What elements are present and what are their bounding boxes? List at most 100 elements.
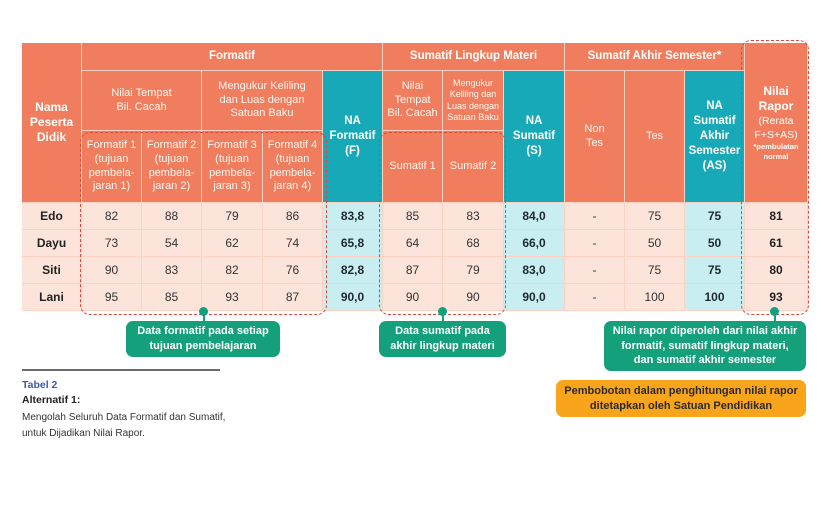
header-na-sas: NA Sumatif Akhir Semester (AS) bbox=[685, 71, 745, 203]
header-formatif-1: Formatif 1 (tujuan pembela-jaran 1) bbox=[82, 131, 142, 203]
cell-f4: 74 bbox=[263, 230, 323, 257]
nilai-rapor-label: Nilai Rapor bbox=[758, 83, 794, 114]
grade-table: Nama Peserta Didik Formatif Sumatif Ling… bbox=[22, 43, 808, 311]
cell-nontes: - bbox=[565, 284, 625, 311]
header-formatif-4: Formatif 4 (tujuan pembela-jaran 4) bbox=[263, 131, 323, 203]
header-mengukur: Mengukur Keliling dan Luas dengan Satuan… bbox=[202, 71, 323, 131]
cell-rapor: 80 bbox=[745, 257, 808, 284]
cell-naf: 65,8 bbox=[323, 230, 383, 257]
cell-name: Lani bbox=[22, 284, 82, 311]
sum-nilai-tempat-label: Nilai Tempat Bil. Cacah bbox=[387, 79, 438, 120]
pembobotan-callout-text: Pembobotan dalam penghitungan nilai rapo… bbox=[564, 384, 798, 412]
sumatif-callout-text: Data sumatif pada akhir lingkup materi bbox=[390, 325, 495, 352]
rapor-callout: Nilai rapor diperoleh dari nilai akhir f… bbox=[604, 321, 806, 371]
na-formatif-label: NA Formatif (F) bbox=[329, 115, 376, 157]
pembulatan-note: *pembulatan normal bbox=[753, 142, 799, 161]
header-nilai-rapor: Nilai Rapor (Rerata F+S+AS) *pembulatan … bbox=[745, 43, 808, 203]
cell-f2: 88 bbox=[142, 203, 202, 230]
header-nilai-tempat: Nilai Tempat Bil. Cacah bbox=[82, 71, 202, 131]
cell-f2: 83 bbox=[142, 257, 202, 284]
cell-f4: 86 bbox=[263, 203, 323, 230]
sumatif-2-label: Sumatif 2 bbox=[449, 159, 497, 172]
sumatif-connector-dot bbox=[438, 307, 447, 316]
cell-f1: 82 bbox=[82, 203, 142, 230]
formatif-3-label: Formatif 3 (tujuan pembela-jaran 3) bbox=[207, 139, 257, 193]
sumatif-callout: Data sumatif pada akhir lingkup materi bbox=[379, 321, 506, 357]
formatif-1-label: Formatif 1 (tujuan pembela-jaran 1) bbox=[86, 139, 137, 193]
header-sumatif-akhir: Sumatif Akhir Semester* bbox=[565, 43, 745, 71]
cell-tes: 75 bbox=[625, 257, 685, 284]
cell-f4: 76 bbox=[263, 257, 323, 284]
header-formatif-3: Formatif 3 (tujuan pembela-jaran 3) bbox=[202, 131, 263, 203]
non-tes-label: Non Tes bbox=[584, 122, 605, 149]
cell-name: Edo bbox=[22, 203, 82, 230]
cell-tes: 75 bbox=[625, 203, 685, 230]
header-nama-label: Nama Peserta Didik bbox=[29, 100, 74, 144]
cell-nontes: - bbox=[565, 203, 625, 230]
cell-f3: 82 bbox=[202, 257, 263, 284]
header-formatif-2: Formatif 2 (tujuan pembela-jaran 2) bbox=[142, 131, 202, 203]
formatif-connector bbox=[203, 312, 205, 322]
rapor-callout-text: Nilai rapor diperoleh dari nilai akhir f… bbox=[612, 324, 798, 367]
cell-s2: 68 bbox=[443, 230, 504, 257]
sum-mengukur-label: Mengukur Keliling dan Luas dengan Satuan… bbox=[446, 78, 500, 122]
cell-nas: 90,0 bbox=[504, 284, 565, 311]
header-sumatif-lingkup-label: Sumatif Lingkup Materi bbox=[409, 50, 538, 63]
cell-s2: 90 bbox=[443, 284, 504, 311]
sumatif-1-label: Sumatif 1 bbox=[389, 159, 436, 172]
formatif-4-label: Formatif 4 (tujuan pembela-jaran 4) bbox=[267, 139, 318, 193]
cell-name: Siti bbox=[22, 257, 82, 284]
header-na-sumatif: NA Sumatif (S) bbox=[504, 71, 565, 203]
header-sumatif-2: Sumatif 2 bbox=[443, 131, 504, 203]
pembobotan-callout: Pembobotan dalam penghitungan nilai rapo… bbox=[556, 380, 806, 417]
cell-f3: 79 bbox=[202, 203, 263, 230]
cell-naf: 82,8 bbox=[323, 257, 383, 284]
cell-nas: 66,0 bbox=[504, 230, 565, 257]
cell-f2: 54 bbox=[142, 230, 202, 257]
formatif-callout: Data formatif pada setiap tujuan pembela… bbox=[126, 321, 280, 357]
cell-naas: 50 bbox=[685, 230, 745, 257]
header-non-tes: Non Tes bbox=[565, 71, 625, 203]
sumatif-connector bbox=[442, 312, 444, 322]
cell-f1: 73 bbox=[82, 230, 142, 257]
cell-rapor: 81 bbox=[745, 203, 808, 230]
cell-s2: 83 bbox=[443, 203, 504, 230]
tes-label: Tes bbox=[645, 129, 664, 142]
cell-naf: 83,8 bbox=[323, 203, 383, 230]
cell-s1: 64 bbox=[383, 230, 443, 257]
cell-tes: 50 bbox=[625, 230, 685, 257]
header-na-formatif: NA Formatif (F) bbox=[323, 71, 383, 203]
cell-naas: 75 bbox=[685, 257, 745, 284]
header-formatif: Formatif bbox=[82, 43, 383, 71]
na-sumatif-label: NA Sumatif (S) bbox=[512, 115, 556, 157]
cell-nas: 84,0 bbox=[504, 203, 565, 230]
rerata-label: (Rerata F+S+AS) bbox=[754, 115, 798, 141]
rapor-connector-dot bbox=[770, 307, 779, 316]
cell-nas: 83,0 bbox=[504, 257, 565, 284]
cell-f3: 62 bbox=[202, 230, 263, 257]
cell-name: Dayu bbox=[22, 230, 82, 257]
cell-s2: 79 bbox=[443, 257, 504, 284]
header-sumatif-akhir-label: Sumatif Akhir Semester* bbox=[587, 50, 722, 63]
header-sumatif-lingkup: Sumatif Lingkup Materi bbox=[383, 43, 565, 71]
caption-body: Mengolah Seluruh Data Formatif dan Sumat… bbox=[22, 412, 226, 439]
rapor-connector bbox=[774, 312, 776, 322]
caption-tag: Tabel 2 bbox=[22, 379, 58, 391]
header-tes: Tes bbox=[625, 71, 685, 203]
caption-divider bbox=[22, 369, 220, 371]
header-formatif-label: Formatif bbox=[209, 50, 255, 63]
cell-s1: 90 bbox=[383, 284, 443, 311]
formatif-callout-text: Data formatif pada setiap tujuan pembela… bbox=[137, 325, 269, 352]
mengukur-label: Mengukur Keliling dan Luas dengan Satuan… bbox=[218, 79, 306, 120]
cell-f1: 90 bbox=[82, 257, 142, 284]
cell-rapor: 61 bbox=[745, 230, 808, 257]
nilai-tempat-label: Nilai Tempat Bil. Cacah bbox=[111, 86, 172, 113]
cell-s1: 87 bbox=[383, 257, 443, 284]
formatif-2-label: Formatif 2 (tujuan pembela-jaran 2) bbox=[146, 139, 197, 193]
cell-f4: 87 bbox=[263, 284, 323, 311]
cell-naas: 100 bbox=[685, 284, 745, 311]
caption-title: Alternatif 1: bbox=[22, 394, 81, 406]
na-sas-label: NA Sumatif Akhir Semester (AS) bbox=[688, 100, 741, 172]
header-sum-nilai-tempat: Nilai Tempat Bil. Cacah bbox=[383, 71, 443, 131]
cell-s1: 85 bbox=[383, 203, 443, 230]
